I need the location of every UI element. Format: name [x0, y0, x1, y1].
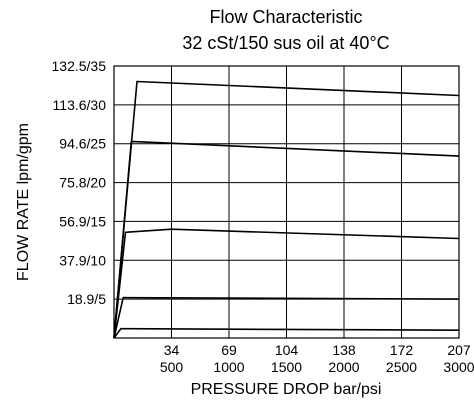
- y-tick-label: 113.6/30: [53, 97, 107, 113]
- x-tick-label-bar: 104: [275, 342, 299, 358]
- series-line-1: [113, 327, 460, 339]
- x-tick-label-psi: 1500: [271, 359, 302, 375]
- x-tick-label-psi: 3000: [443, 359, 474, 375]
- y-tick-label: 56.9/15: [59, 213, 106, 229]
- x-tick-label-psi: 1000: [213, 359, 244, 375]
- x-tick-label-psi: 2000: [328, 359, 359, 375]
- plot-frame: [113, 65, 460, 339]
- y-tick-labels: 18.9/5 37.9/10 56.9/15 75.8/20 94.6/25 113.6/…: [52, 58, 107, 307]
- y-tick-label: 132.5/35: [52, 58, 107, 74]
- chart-title-line2: 32 cSt/150 sus oil at 40°C: [182, 33, 389, 53]
- chart-title-line1: Flow Characteristic: [209, 7, 362, 27]
- series-group: [113, 80, 460, 339]
- x-axis-label: PRESSURE DROP bar/psi: [191, 381, 382, 398]
- series-line-5: [113, 80, 460, 339]
- x-tick-label-psi: 2500: [386, 359, 417, 375]
- x-tick-label-bar: 138: [332, 342, 356, 358]
- x-tick-label-psi: 500: [160, 359, 184, 375]
- x-tick-label-bar: 172: [390, 342, 414, 358]
- y-axis-label: FLOW RATE lpm/gpm: [15, 123, 32, 281]
- y-tick-label: 18.9/5: [67, 291, 106, 307]
- y-tick-label: 75.8/20: [59, 175, 106, 191]
- x-tick-label-bar: 207: [447, 342, 471, 358]
- series-line-3: [113, 228, 460, 339]
- y-tick-label: 94.6/25: [59, 136, 106, 152]
- x-tick-label-bar: 69: [221, 342, 237, 358]
- x-tick-label-bar: 34: [164, 342, 180, 358]
- y-tick-label: 37.9/10: [59, 252, 106, 268]
- series-line-2: [113, 296, 460, 339]
